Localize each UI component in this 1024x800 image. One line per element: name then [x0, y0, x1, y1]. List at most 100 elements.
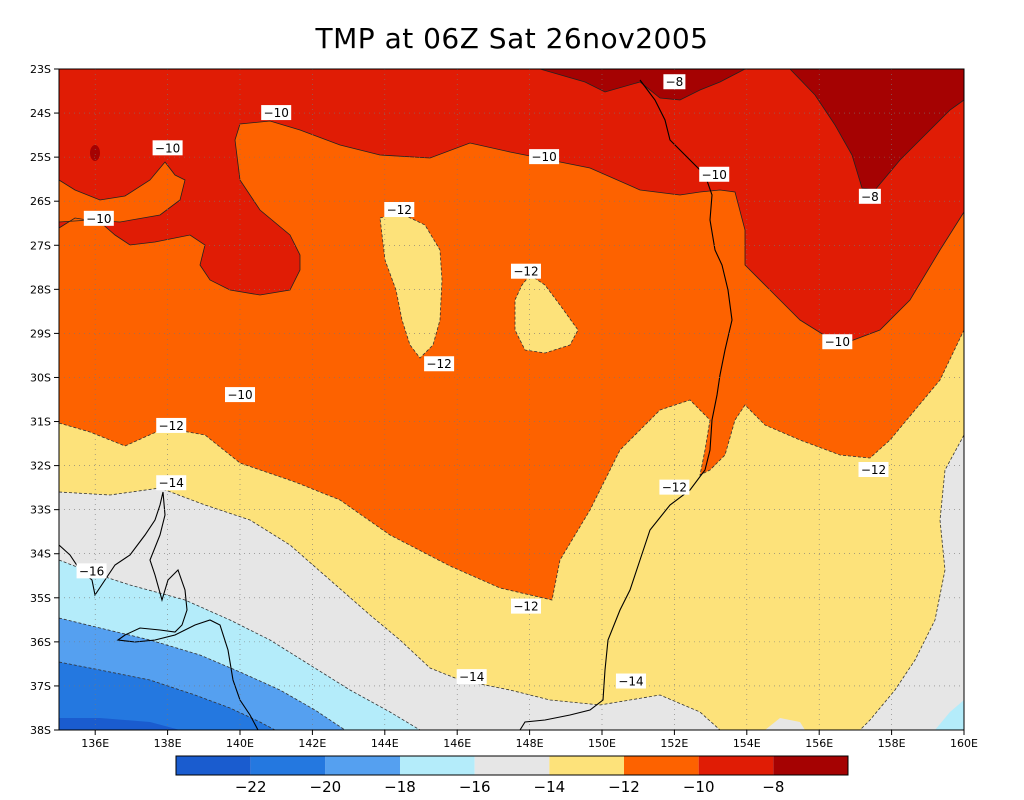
lon-tick-label: 146E — [443, 737, 471, 750]
colorbar-swatch — [400, 756, 475, 775]
lon-tick-label: 156E — [805, 737, 833, 750]
lat-tick-label: 27S — [30, 239, 51, 252]
band-minus16-to-minus14-se-notch — [765, 718, 805, 730]
lon-tick-label: 142E — [298, 737, 326, 750]
contour-label-bg — [83, 210, 114, 226]
contour-label: −10 — [702, 168, 727, 182]
contour-label-bg — [76, 563, 107, 579]
colorbar-label: −12 — [608, 778, 640, 796]
contour-label: −12 — [513, 265, 538, 279]
contour-label: −12 — [662, 481, 687, 495]
map-plot-area — [58, 68, 965, 731]
colorbar-label: −14 — [534, 778, 566, 796]
colorbar-swatch — [325, 756, 400, 775]
contour-label-bg — [615, 673, 646, 689]
band-minus22-to-minus20 — [59, 662, 275, 730]
contour-label: −10 — [86, 212, 111, 226]
lat-tick-label: 31S — [30, 416, 51, 429]
contour-label: −10 — [825, 335, 850, 349]
lon-tick-label: 140E — [226, 737, 254, 750]
colorbar-swatch — [624, 756, 699, 775]
lon-tick-label: 136E — [81, 737, 109, 750]
lat-tick-label: 28S — [30, 283, 51, 296]
colorbar: −22 −20 −18 −16 −14 −12 −10 −8 — [175, 755, 849, 796]
lat-tick-label: 34S — [30, 548, 51, 561]
contour-label-bg — [225, 387, 255, 403]
colorbar-swatch — [549, 756, 624, 775]
colorbar-label: −16 — [459, 778, 491, 796]
lat-tick-label: 32S — [30, 460, 51, 473]
island-minus12-west — [380, 213, 442, 358]
band-minus16-to-minus14-east — [860, 435, 964, 730]
contour-label-bg — [456, 669, 487, 685]
band-above-minus8-northeast — [790, 69, 964, 190]
contour-label: −10 — [264, 106, 289, 120]
map-title: TMP at 06Z Sat 26nov2005 — [315, 22, 709, 55]
contour-label-bg — [659, 479, 690, 495]
colorbar-swatch — [250, 756, 326, 775]
contour-lines — [58, 212, 965, 731]
axis-ticks: 136E 138E 140E 142E 144E 146E 148E 150E 152E 154E… — [30, 63, 978, 750]
contour-label: −10 — [155, 141, 180, 155]
contour-label-bg — [510, 263, 541, 279]
contour-label: −16 — [79, 564, 104, 578]
colorbar-frame — [175, 755, 849, 776]
colorbar-swatch — [474, 756, 550, 775]
map-frame — [58, 68, 965, 731]
contour-label-bg — [822, 334, 853, 350]
band-below-minus22 — [59, 718, 180, 730]
contour-label-bg — [156, 475, 187, 491]
contour-label: −14 — [618, 675, 643, 689]
lat-tick-label: 24S — [30, 107, 51, 120]
contour-label: −8 — [861, 190, 879, 204]
lat-tick-label: 29S — [30, 327, 51, 340]
contour-label-bg — [510, 598, 541, 614]
colorbar-label: −22 — [235, 778, 267, 796]
contour-label: −12 — [387, 203, 412, 217]
colorbar-swatch — [176, 756, 251, 775]
band-minus18-to-minus16-east — [935, 700, 964, 730]
lat-tick-label: 36S — [30, 636, 51, 649]
lon-tick-label: 152E — [660, 737, 688, 750]
island-minus12-central — [515, 275, 578, 353]
lon-tick-label: 160E — [950, 737, 978, 750]
lon-tick-label: 150E — [588, 737, 616, 750]
colorbar-label: −8 — [762, 778, 784, 796]
contour-label-bg — [261, 105, 292, 121]
contour-label-bg — [424, 356, 455, 372]
lat-lon-grid — [59, 69, 964, 730]
contour-label: −12 — [159, 419, 184, 433]
contour-label-bg — [156, 417, 187, 433]
contour-label: −8 — [666, 75, 684, 89]
band-above-minus8-spot — [90, 145, 100, 161]
colorbar-label: −20 — [310, 778, 342, 796]
contour-label: −14 — [159, 476, 184, 490]
contour-label: −12 — [426, 357, 451, 371]
contour-label: −12 — [861, 463, 886, 477]
contour-label-bg — [384, 202, 415, 218]
contour-label: −10 — [531, 150, 556, 164]
contour-label-bg — [699, 166, 730, 182]
colorbar-swatch — [698, 756, 774, 775]
contour-label-bg — [529, 149, 560, 165]
contour-label: −10 — [227, 388, 252, 402]
lon-tick-label: 148E — [516, 737, 544, 750]
lon-tick-label: 154E — [733, 737, 761, 750]
lat-tick-label: 33S — [30, 504, 51, 517]
contour-label-bg — [858, 188, 881, 204]
lat-tick-label: 26S — [30, 195, 51, 208]
lat-tick-label: 30S — [30, 371, 51, 384]
band-minus12-to-minus10-west-lobe — [59, 162, 185, 222]
lon-tick-label: 158E — [878, 737, 906, 750]
contour-label-bg — [152, 140, 183, 156]
lat-tick-label: 25S — [30, 151, 51, 164]
lat-tick-label: 37S — [30, 680, 51, 693]
contour-label: −12 — [513, 600, 538, 614]
lat-tick-label: 38S — [30, 724, 51, 737]
contour-label: −14 — [459, 670, 484, 684]
colorbar-label: −10 — [683, 778, 715, 796]
lat-tick-label: 35S — [30, 592, 51, 605]
contour-label-bg — [858, 462, 889, 478]
colorbar-label: −18 — [384, 778, 416, 796]
